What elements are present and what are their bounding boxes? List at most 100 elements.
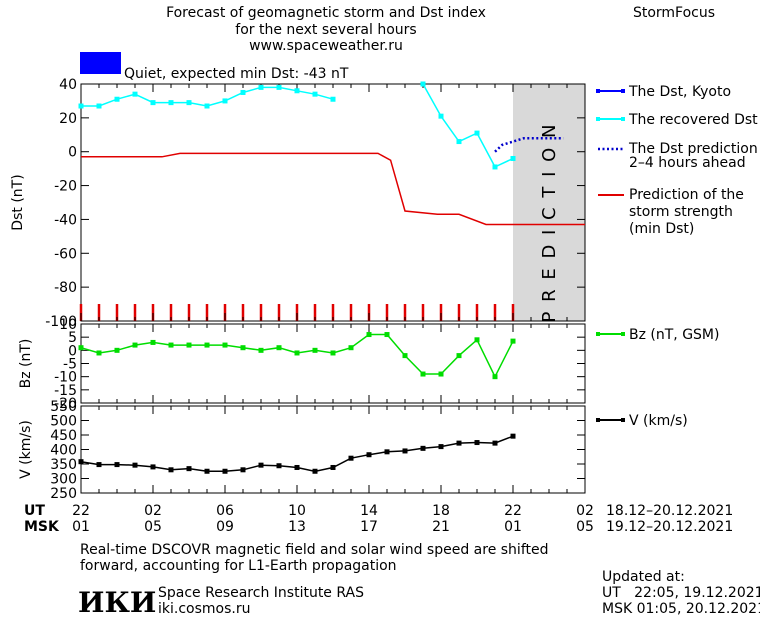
status-color-box: [80, 52, 121, 74]
prediction-zone: [513, 84, 585, 321]
data-point: [150, 100, 156, 106]
msk-date-range: 19.12–20.12.2021: [606, 519, 733, 535]
institute-name: Space Research Institute RAS: [158, 585, 364, 601]
prediction-label: P R E D I C T I O N: [539, 123, 560, 323]
dst-axis-ticks: 40 20 0 -20 -40 -60 -80 -100: [45, 77, 586, 330]
data-point: [312, 468, 318, 474]
msk-axis-label: MSK: [24, 519, 60, 535]
series-line: [494, 136, 564, 153]
legend-bz-marker: [621, 332, 625, 336]
ut-tick-label: 22: [72, 503, 90, 519]
data-point: [492, 374, 498, 380]
y-tick-label: 0: [68, 343, 77, 359]
dst-series: [78, 81, 585, 226]
msk-tick-label: 05: [144, 519, 162, 535]
time-axis: UT MSK 22 02 06 10 14 18 22 02 01 05 09 13 17 21 01 05…: [24, 503, 733, 535]
series-line: [81, 152, 585, 226]
data-point: [330, 350, 336, 356]
legend-recovered-label: The recovered Dst: [628, 112, 758, 128]
data-point: [438, 113, 444, 119]
data-point: [384, 449, 390, 455]
y-tick-label: -20: [54, 396, 77, 412]
bz-legend: Bz (nT, GSM): [596, 327, 719, 343]
data-point: [294, 350, 300, 356]
data-point: [510, 155, 516, 161]
data-point: [150, 464, 156, 470]
data-point: [132, 91, 138, 97]
data-point: [186, 100, 192, 106]
data-point: [132, 342, 138, 348]
ut-tick-label: 06: [216, 503, 234, 519]
data-point: [438, 371, 444, 377]
data-point: [150, 339, 156, 345]
data-point: [438, 444, 444, 450]
institute-url[interactable]: iki.cosmos.ru: [158, 601, 250, 617]
data-point: [420, 371, 426, 377]
y-tick-label: -20: [54, 179, 77, 195]
legend-recovered-marker: [596, 117, 600, 121]
data-point: [312, 347, 318, 353]
ut-tick-label: 02: [144, 503, 162, 519]
series-line: [422, 83, 514, 168]
updated-msk: MSK 01:05, 20.12.2021: [602, 601, 760, 617]
chart-title-line1: Forecast of geomagnetic storm and Dst in…: [166, 5, 486, 21]
data-point: [276, 84, 282, 90]
data-point: [348, 345, 354, 351]
data-point: [258, 347, 264, 353]
data-point: [420, 445, 426, 451]
ut-axis-label: UT: [24, 503, 45, 519]
site-url[interactable]: www.spaceweather.ru: [249, 38, 403, 54]
data-point: [402, 448, 408, 454]
data-point: [222, 342, 228, 348]
ut-tick-label: 10: [288, 503, 306, 519]
bz-axis-label: Bz (nT): [18, 339, 34, 389]
data-point: [420, 81, 426, 87]
speed-plot-frame: [80, 405, 586, 494]
data-point: [258, 84, 264, 90]
legend-bz-label: Bz (nT, GSM): [629, 327, 719, 343]
data-point: [96, 350, 102, 356]
y-tick-label: -80: [54, 280, 77, 296]
y-tick-label: 450: [50, 428, 77, 444]
msk-tick-label: 01: [72, 519, 90, 535]
y-tick-label: -60: [54, 246, 77, 262]
data-point: [258, 462, 264, 468]
data-point: [240, 467, 246, 473]
data-point: [456, 353, 462, 359]
ut-tick-label: 22: [504, 503, 522, 519]
data-point: [366, 452, 372, 458]
data-point: [96, 462, 102, 468]
y-tick-label: 10: [59, 317, 77, 333]
data-point: [240, 345, 246, 351]
data-point: [186, 342, 192, 348]
data-point: [294, 464, 300, 470]
brand-name: StormFocus: [633, 5, 715, 21]
dst-plot-frame: [80, 83, 586, 322]
legend-storm-label-2: storm strength: [629, 204, 733, 220]
ut-tick-labels: 22 02 06 10 14 18 22 02: [72, 503, 594, 519]
msk-tick-label: 17: [360, 519, 378, 535]
dst-legend: The Dst, Kyoto The recovered Dst The Dst…: [596, 84, 758, 237]
y-tick-label: -15: [54, 383, 77, 399]
legend-speed-label: V (km/s): [629, 413, 688, 429]
y-tick-label: 20: [59, 111, 77, 127]
y-tick-label: -5: [63, 357, 77, 373]
data-point: [114, 347, 120, 353]
data-point: [96, 103, 102, 109]
data-point: [348, 455, 354, 461]
bz-plot-frame: [80, 323, 586, 404]
data-point: [474, 337, 480, 343]
footer-note-line2: forward, accounting for L1-Earth propaga…: [80, 558, 397, 574]
legend-speed-marker: [621, 418, 625, 422]
footer-note-line1: Real-time DSCOVR magnetic field and sola…: [80, 542, 549, 558]
data-point: [186, 466, 192, 472]
data-point: [132, 462, 138, 468]
data-point: [510, 433, 516, 439]
y-tick-label: -100: [45, 314, 77, 330]
data-point: [312, 91, 318, 97]
y-tick-label: 5: [68, 330, 77, 346]
updated-ut: UT 22:05, 19.12.2021: [602, 585, 760, 601]
bz-series: [78, 332, 516, 380]
